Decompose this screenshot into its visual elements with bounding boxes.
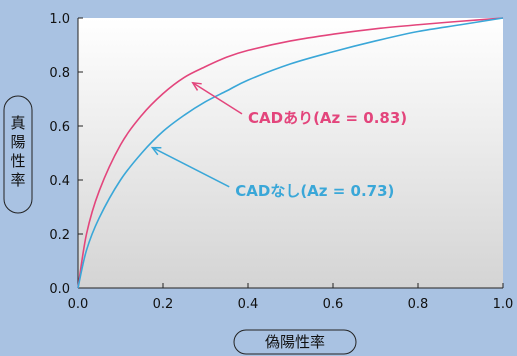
x-tick-label: 0.6 xyxy=(323,297,344,312)
annotation-arrow-2 xyxy=(152,146,230,188)
annotation-arrowhead-2 xyxy=(150,146,162,156)
x-tick-label: 0.0 xyxy=(68,297,89,312)
x-axis-label: 偽陽性率 xyxy=(265,333,325,351)
y-tick-label: 0.2 xyxy=(49,228,70,243)
x-tick-label: 0.4 xyxy=(238,297,259,312)
x-tick-label: 0.8 xyxy=(408,297,429,312)
y-tick-label: 0.0 xyxy=(49,282,70,297)
y-axis-label: 真陽性率 xyxy=(10,114,25,189)
annotation-arrowhead-1 xyxy=(191,81,202,91)
series-line-2 xyxy=(77,17,504,289)
y-tick-label: 0.8 xyxy=(49,66,70,81)
ylabel-box xyxy=(3,95,33,214)
xlabel-box xyxy=(233,329,357,355)
series-line-1 xyxy=(77,17,504,289)
plot-area xyxy=(78,18,503,288)
y-tick-label: 1.0 xyxy=(49,12,70,27)
annotation-arrow-1 xyxy=(192,82,243,115)
series-label-2: CADなし(Az = 0.73) xyxy=(235,182,394,200)
series-label-1: CADあり(Az = 0.83) xyxy=(248,109,407,127)
y-tick-label: 0.4 xyxy=(49,174,70,189)
x-tick-label: 1.0 xyxy=(493,297,514,312)
x-tick-label: 0.2 xyxy=(153,297,174,312)
y-tick-label: 0.6 xyxy=(49,120,70,135)
